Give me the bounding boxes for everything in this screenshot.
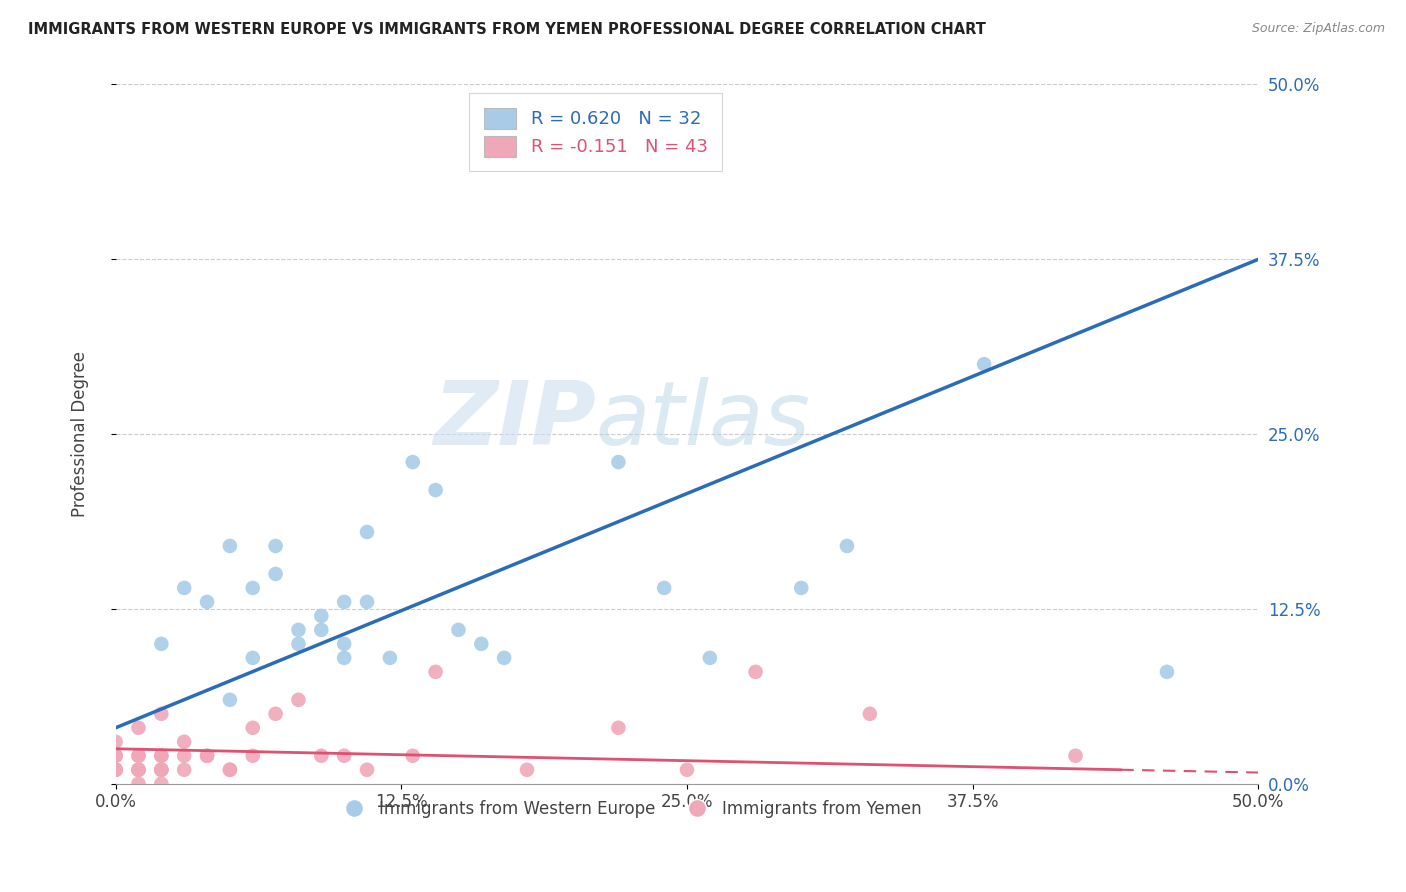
Text: atlas: atlas — [596, 377, 810, 463]
Point — [699, 651, 721, 665]
Point — [264, 539, 287, 553]
Point — [835, 539, 858, 553]
Point — [676, 763, 699, 777]
Point — [150, 637, 173, 651]
Point — [402, 455, 425, 469]
Point — [356, 595, 378, 609]
Point — [150, 777, 173, 791]
Point — [195, 748, 218, 763]
Point — [104, 763, 127, 777]
Point — [219, 539, 242, 553]
Point — [333, 595, 356, 609]
Point — [264, 566, 287, 581]
Point — [744, 665, 766, 679]
Point — [104, 763, 127, 777]
Point — [973, 357, 995, 371]
Point — [150, 748, 173, 763]
Point — [447, 623, 470, 637]
Point — [425, 483, 447, 497]
Point — [127, 763, 149, 777]
Point — [356, 524, 378, 539]
Point — [607, 455, 630, 469]
Y-axis label: Professional Degree: Professional Degree — [72, 351, 89, 517]
Text: ZIP: ZIP — [433, 376, 596, 464]
Point — [287, 693, 309, 707]
Point — [150, 748, 173, 763]
Point — [242, 748, 264, 763]
Point — [219, 763, 242, 777]
Point — [1225, 63, 1247, 78]
Point — [127, 763, 149, 777]
Point — [311, 623, 333, 637]
Point — [104, 763, 127, 777]
Point — [150, 706, 173, 721]
Point — [127, 777, 149, 791]
Point — [219, 693, 242, 707]
Point — [1156, 665, 1178, 679]
Point — [195, 748, 218, 763]
Point — [1064, 748, 1087, 763]
Point — [425, 665, 447, 679]
Point — [173, 763, 195, 777]
Point — [127, 748, 149, 763]
Point — [333, 637, 356, 651]
Point — [311, 748, 333, 763]
Point — [402, 748, 425, 763]
Point — [173, 748, 195, 763]
Point — [494, 651, 516, 665]
Point — [242, 581, 264, 595]
Point — [470, 637, 492, 651]
Point — [219, 763, 242, 777]
Legend: Immigrants from Western Europe, Immigrants from Yemen: Immigrants from Western Europe, Immigran… — [330, 793, 929, 824]
Point — [127, 721, 149, 735]
Point — [356, 763, 378, 777]
Point — [311, 608, 333, 623]
Point — [242, 721, 264, 735]
Point — [150, 763, 173, 777]
Point — [104, 748, 127, 763]
Point — [607, 721, 630, 735]
Point — [127, 763, 149, 777]
Point — [195, 595, 218, 609]
Point — [652, 581, 675, 595]
Point — [516, 763, 538, 777]
Point — [242, 651, 264, 665]
Point — [127, 748, 149, 763]
Point — [150, 763, 173, 777]
Point — [104, 763, 127, 777]
Point — [859, 706, 882, 721]
Point — [333, 748, 356, 763]
Point — [173, 735, 195, 749]
Point — [150, 763, 173, 777]
Point — [790, 581, 813, 595]
Point — [333, 651, 356, 665]
Point — [378, 651, 401, 665]
Point — [264, 706, 287, 721]
Point — [287, 623, 309, 637]
Point — [287, 637, 309, 651]
Text: Source: ZipAtlas.com: Source: ZipAtlas.com — [1251, 22, 1385, 36]
Text: IMMIGRANTS FROM WESTERN EUROPE VS IMMIGRANTS FROM YEMEN PROFESSIONAL DEGREE CORR: IMMIGRANTS FROM WESTERN EUROPE VS IMMIGR… — [28, 22, 986, 37]
Point — [104, 735, 127, 749]
Point — [173, 581, 195, 595]
Point — [104, 748, 127, 763]
